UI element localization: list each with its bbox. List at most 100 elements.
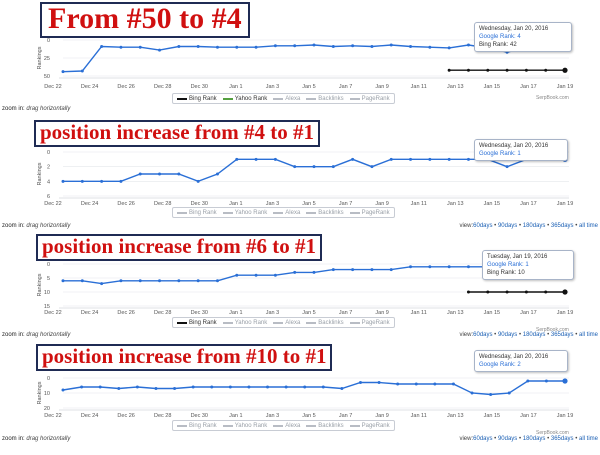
chart-legend-2: Bing Rank Yahoo Rank Alexa Backlinks PageRan…: [172, 207, 395, 218]
data-point-google: [100, 179, 104, 183]
data-point-google: [158, 279, 162, 283]
data-point-google: [177, 172, 181, 176]
data-point-google: [331, 268, 335, 272]
data-point-google: [451, 382, 455, 386]
legend-item-backlinks[interactable]: Backlinks: [306, 96, 344, 102]
legend-label: PageRank: [361, 422, 390, 429]
view-link-60days[interactable]: 60days: [473, 332, 493, 338]
view-link-90days[interactable]: 90days: [497, 436, 518, 442]
data-point-google: [196, 44, 200, 48]
view-link-365days[interactable]: 365days: [550, 332, 574, 338]
data-point-google: [215, 172, 219, 176]
legend-item-pagerank[interactable]: PageRank: [349, 422, 390, 429]
data-point-google: [409, 265, 413, 269]
data-point-google: [119, 179, 123, 183]
view-link-365days[interactable]: 365days: [550, 436, 574, 442]
x-tick-label: Dec 28: [154, 413, 171, 419]
data-point-google: [235, 273, 239, 277]
x-tick-label: Jan 1: [229, 413, 242, 419]
view-separator: •: [573, 436, 579, 442]
data-point-google: [447, 265, 451, 269]
legend-item-bing-rank[interactable]: Bing Rank: [177, 320, 217, 326]
data-point-google: [273, 157, 277, 161]
legend-item-bing-rank[interactable]: Bing Rank: [177, 96, 217, 102]
legend-item-pagerank[interactable]: PageRank: [349, 210, 390, 216]
chart-title-2: position increase from #4 to #1: [34, 120, 320, 147]
view-link-all-time[interactable]: all time: [578, 332, 598, 338]
data-point-bing: [486, 68, 490, 72]
view-link-all-time[interactable]: all time: [578, 436, 598, 442]
legend-item-alexa[interactable]: Alexa: [273, 423, 300, 429]
data-point-bing: [505, 68, 509, 72]
legend-item-bing-rank[interactable]: Bing Rank: [177, 423, 217, 429]
data-point-google: [215, 45, 219, 49]
legend-item-yahoo-rank[interactable]: Yahoo Rank: [222, 423, 267, 429]
x-tick-label: Jan 3: [266, 413, 279, 419]
legend-line-icon: [222, 424, 233, 427]
y-axis-title: Rankings: [37, 46, 43, 69]
legend-item-pagerank[interactable]: PageRank: [349, 320, 390, 326]
view-link-90days[interactable]: 90days: [497, 332, 518, 338]
data-point-bing: [486, 290, 490, 294]
view-link-365days[interactable]: 365days: [550, 223, 574, 229]
view-link-all-time[interactable]: all time: [578, 223, 598, 229]
view-link-60days[interactable]: 60days: [473, 436, 493, 442]
chart-legend-3: Bing Rank Yahoo Rank Alexa Backlinks PageRan…: [172, 317, 395, 328]
view-link-180days[interactable]: 180days: [522, 223, 546, 229]
y-tick-label: 5: [47, 276, 50, 282]
x-tick-label: Dec 24: [81, 413, 98, 419]
x-tick-label: Jan 9: [375, 310, 388, 316]
y-tick-label: 25: [44, 56, 50, 62]
data-point-google: [389, 157, 393, 161]
chart-credit-3: SerpBook.com: [536, 327, 569, 333]
legend-item-backlinks[interactable]: Backlinks: [306, 210, 344, 216]
legend-item-backlinks[interactable]: Backlinks: [306, 320, 344, 326]
legend-item-yahoo-rank[interactable]: Yahoo Rank: [222, 210, 267, 216]
data-point-google: [138, 279, 142, 283]
data-point-google: [428, 265, 432, 269]
view-link-180days[interactable]: 180days: [522, 436, 546, 442]
legend-label: Alexa: [285, 95, 301, 102]
legend-item-bing-rank[interactable]: Bing Rank: [177, 210, 217, 216]
data-point-google: [117, 387, 121, 390]
y-tick-label: 50: [44, 74, 50, 80]
view-link-60days[interactable]: 60days: [473, 223, 493, 229]
x-tick-label: Jan 13: [447, 413, 464, 419]
data-point-bing: [544, 68, 548, 72]
legend-item-alexa[interactable]: Alexa: [273, 96, 300, 102]
legend-item-yahoo-rank[interactable]: Yahoo Rank: [222, 96, 267, 102]
legend-label: Backlinks: [318, 422, 344, 429]
data-point-google: [312, 165, 316, 169]
data-point-google: [80, 385, 84, 389]
legend-item-pagerank[interactable]: PageRank: [349, 96, 390, 102]
data-point-google: [154, 387, 158, 390]
data-point-google: [544, 379, 548, 383]
tooltip-bing-rank: Bing Rank: 42: [479, 42, 517, 49]
legend-label: Alexa: [285, 209, 301, 216]
tooltip-google-rank: Google Rank: 2: [479, 362, 521, 369]
chart-tooltip-4: Wednesday, Jan 20, 2016 Google Rank: 2: [474, 350, 568, 373]
legend-item-alexa[interactable]: Alexa: [273, 210, 300, 216]
legend-label: Yahoo Rank: [234, 319, 268, 326]
y-tick-label: 0: [47, 150, 50, 156]
legend-item-yahoo-rank[interactable]: Yahoo Rank: [222, 319, 268, 326]
legend-label: Alexa: [285, 422, 301, 429]
data-point-bing: [524, 290, 528, 294]
legend-item-backlinks[interactable]: Backlinks: [306, 422, 344, 429]
view-link-180days[interactable]: 180days: [522, 332, 546, 338]
legend-item-alexa[interactable]: Alexa: [273, 320, 300, 326]
data-point-google: [466, 157, 470, 161]
data-point-google: [470, 391, 474, 395]
x-tick-label: Jan 17: [520, 201, 537, 207]
view-link-90days[interactable]: 90days: [497, 223, 518, 229]
chart-tooltip-2: Wednesday, Jan 20, 2016 Google Rank: 1: [474, 139, 568, 162]
data-point-google: [466, 265, 470, 269]
data-point-google: [377, 381, 381, 384]
data-point-google: [351, 268, 355, 272]
x-tick-label: Jan 5: [302, 413, 315, 419]
data-point-google: [331, 44, 335, 48]
data-point-bing: [466, 68, 470, 72]
data-point-google: [119, 279, 123, 283]
tooltip-google-rank: Google Rank: 1: [479, 151, 521, 158]
